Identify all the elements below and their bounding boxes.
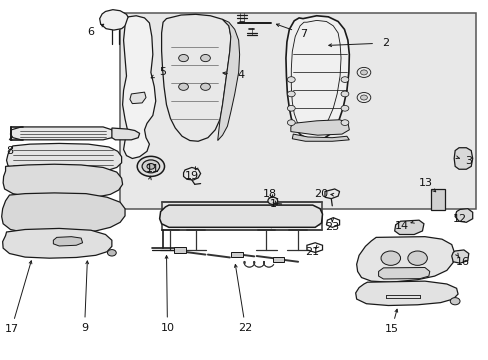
Polygon shape: [292, 134, 348, 141]
Text: 19: 19: [184, 171, 199, 181]
Text: 11: 11: [145, 163, 160, 174]
Circle shape: [200, 54, 210, 62]
Polygon shape: [454, 209, 472, 222]
Polygon shape: [122, 16, 156, 158]
Circle shape: [407, 251, 427, 265]
Text: 15: 15: [384, 324, 398, 334]
Polygon shape: [285, 16, 348, 140]
Text: 1: 1: [270, 199, 277, 210]
Polygon shape: [6, 143, 122, 174]
Polygon shape: [378, 267, 429, 279]
Polygon shape: [159, 205, 322, 227]
Text: 7: 7: [300, 29, 307, 39]
Circle shape: [200, 83, 210, 90]
Text: 16: 16: [454, 257, 468, 267]
Text: 22: 22: [238, 323, 252, 333]
Text: 20: 20: [314, 189, 328, 199]
Circle shape: [178, 83, 188, 90]
Text: 21: 21: [304, 247, 318, 257]
Text: 17: 17: [4, 324, 19, 334]
Circle shape: [147, 163, 155, 169]
Text: 12: 12: [452, 214, 466, 224]
Bar: [430, 189, 445, 211]
Circle shape: [449, 298, 459, 305]
Polygon shape: [394, 220, 423, 234]
Polygon shape: [217, 19, 239, 140]
Circle shape: [340, 105, 348, 111]
Circle shape: [107, 249, 116, 256]
Circle shape: [360, 95, 366, 100]
Text: 13: 13: [418, 178, 432, 188]
Text: 3: 3: [465, 156, 471, 166]
Polygon shape: [130, 92, 146, 104]
Polygon shape: [290, 120, 348, 135]
Text: 14: 14: [394, 221, 408, 231]
Circle shape: [137, 156, 164, 176]
Text: 18: 18: [262, 189, 276, 199]
Polygon shape: [161, 14, 230, 141]
Bar: [231, 252, 243, 257]
Circle shape: [287, 77, 295, 82]
Circle shape: [287, 91, 295, 97]
Polygon shape: [453, 148, 472, 169]
Text: 4: 4: [237, 70, 244, 80]
Polygon shape: [112, 128, 140, 140]
Circle shape: [340, 120, 348, 126]
Polygon shape: [3, 164, 122, 199]
Text: 9: 9: [81, 323, 88, 333]
Bar: [120, 13, 475, 209]
Circle shape: [287, 120, 295, 126]
Polygon shape: [356, 237, 453, 282]
Polygon shape: [53, 237, 82, 246]
Polygon shape: [2, 228, 112, 258]
Polygon shape: [100, 10, 129, 30]
Text: 2: 2: [382, 38, 388, 48]
Circle shape: [267, 197, 277, 204]
Circle shape: [142, 160, 159, 173]
Circle shape: [380, 251, 400, 265]
Text: 23: 23: [325, 222, 339, 231]
Polygon shape: [10, 127, 114, 140]
Bar: [272, 257, 284, 262]
Text: 8: 8: [6, 145, 13, 156]
Circle shape: [178, 54, 188, 62]
Text: 5: 5: [159, 67, 166, 77]
Text: 10: 10: [160, 323, 174, 333]
Polygon shape: [451, 250, 468, 263]
Circle shape: [340, 77, 348, 82]
Circle shape: [340, 91, 348, 97]
Bar: [174, 247, 185, 253]
Circle shape: [287, 105, 295, 111]
Polygon shape: [1, 193, 125, 234]
Text: 6: 6: [87, 27, 94, 37]
Polygon shape: [355, 281, 457, 306]
Circle shape: [432, 198, 442, 205]
Circle shape: [360, 70, 366, 75]
